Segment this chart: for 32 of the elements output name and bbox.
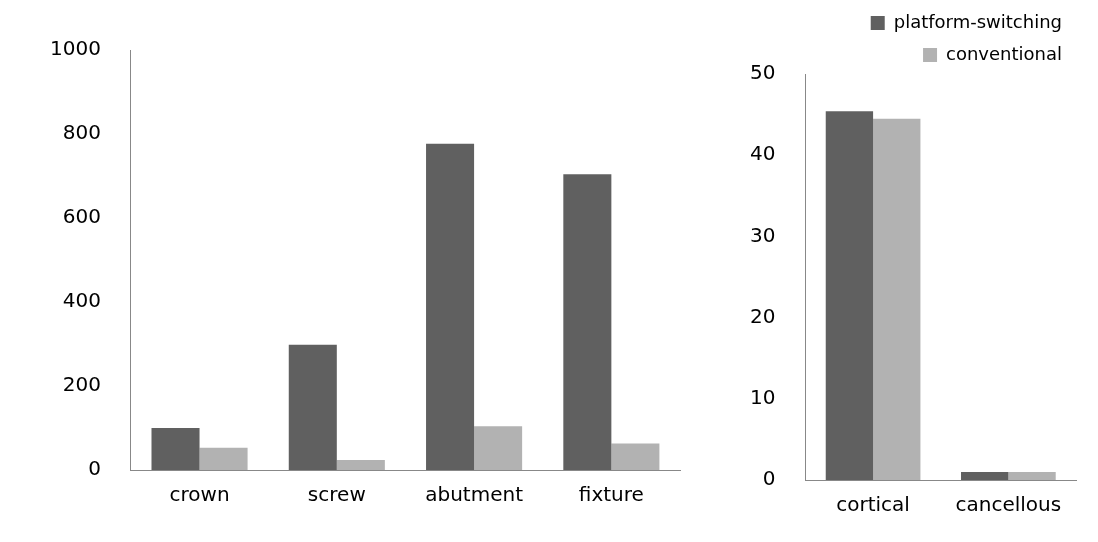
bar bbox=[288, 344, 337, 470]
x-tick-label: fixture bbox=[578, 482, 644, 507]
x-tick-label: cortical bbox=[836, 492, 910, 517]
y-tick-label: 30 bbox=[750, 222, 776, 247]
y-tick-label: 1000 bbox=[49, 36, 101, 61]
y-tick-label: 400 bbox=[62, 288, 101, 313]
bar bbox=[336, 459, 385, 470]
y-tick-label: 200 bbox=[62, 372, 101, 397]
bar bbox=[961, 471, 1009, 480]
bar bbox=[199, 447, 248, 470]
y-tick-label: 800 bbox=[62, 120, 101, 145]
x-tick-label: crown bbox=[169, 482, 230, 507]
bar bbox=[611, 443, 660, 470]
bar bbox=[873, 118, 921, 480]
y-tick-label: 0 bbox=[762, 466, 776, 491]
x-tick-label: abutment bbox=[425, 482, 524, 507]
bar bbox=[563, 174, 612, 470]
y-tick-label: 10 bbox=[750, 385, 776, 409]
bar bbox=[1008, 471, 1056, 480]
y-tick-label: 600 bbox=[62, 204, 101, 229]
bar bbox=[474, 426, 523, 470]
legend-label: platform-switching bbox=[893, 10, 1063, 32]
bar bbox=[151, 428, 200, 470]
bar bbox=[825, 111, 874, 480]
y-tick-label: 40 bbox=[750, 141, 776, 166]
y-tick-label: 50 bbox=[750, 60, 776, 85]
bar bbox=[426, 143, 475, 470]
y-tick-label: 20 bbox=[750, 303, 776, 328]
legend-label: conventional bbox=[946, 42, 1063, 64]
x-tick-label: screw bbox=[307, 482, 366, 507]
x-tick-label: cancellous bbox=[955, 492, 1062, 517]
y-tick-label: 0 bbox=[88, 456, 101, 481]
